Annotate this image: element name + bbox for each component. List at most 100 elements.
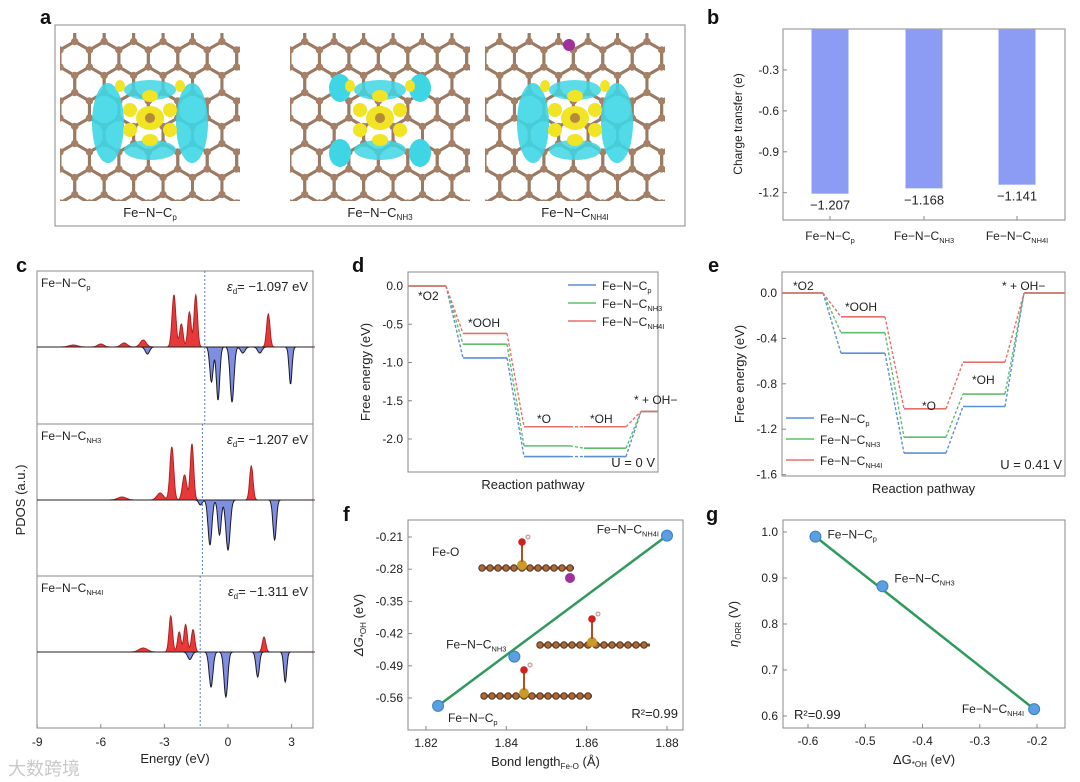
carbon-atom (510, 148, 519, 156)
carbon-atom (404, 199, 411, 201)
carbon-atom (536, 692, 544, 700)
carbon-atom (507, 72, 514, 79)
carbon-ring (456, 0, 485, 25)
carbon-atom (248, 89, 255, 96)
carbon-atom (86, 216, 93, 223)
y-axis-label-main: η (726, 640, 741, 647)
y-axis-label-subscript: *OH (359, 622, 368, 637)
x-axis-label: ΔG*OH (eV) (893, 752, 955, 769)
intermediate-label: *O (922, 399, 936, 413)
carbon-atom (434, 199, 441, 201)
carbon-atom (203, 46, 211, 54)
carbon-ring (290, 192, 319, 201)
structure-label-main: Fe−N−C (541, 205, 590, 220)
carbon-atom (437, 123, 444, 130)
carbon-atom (204, 216, 211, 223)
carbon-atom (558, 564, 566, 572)
fe-atom (517, 560, 527, 570)
iodine-atom (565, 573, 575, 583)
carbon-atom (540, 0, 547, 3)
carbon-atom (629, 12, 636, 19)
data-point (809, 530, 822, 543)
carbon-atom (27, 114, 34, 121)
carbon-atom (27, 216, 34, 223)
carbon-atom (658, 0, 665, 3)
carbon-atom (467, 72, 474, 79)
carbon-atom (233, 216, 240, 223)
carbon-atom (301, 242, 308, 249)
carbon-atom (702, 225, 709, 232)
carbon-atom (316, 250, 323, 257)
carbon-atom (481, 216, 488, 223)
carbon-ring (691, 144, 720, 178)
carbon-ring (485, 0, 514, 25)
carbon-atom (478, 242, 485, 249)
carbon-atom (478, 174, 485, 181)
charge-accumulation-lobe (163, 103, 177, 117)
carbon-atom (360, 190, 368, 199)
x-tick-label: 1.84 (495, 736, 519, 750)
carbon-atom (331, 242, 338, 249)
charge-accumulation-lobe (353, 103, 367, 117)
carbon-atom (248, 123, 255, 130)
epsilon-value: = −1.097 eV (237, 279, 308, 294)
charge-accumulation-lobe (175, 80, 185, 92)
carbon-atom (658, 0, 665, 3)
carbon-atom (174, 250, 181, 257)
carbon-atom (42, 242, 49, 249)
carbon-atom (552, 692, 560, 700)
y-tick-label: 1.0 (761, 525, 778, 539)
carbon-ring (603, 192, 632, 201)
carbon-atom (56, 0, 63, 3)
carbon-atom (272, 174, 279, 181)
carbon-atom (248, 174, 255, 181)
carbon-atom (60, 165, 64, 173)
carbon-atom (673, 123, 680, 130)
fe-atom (570, 113, 580, 123)
panel-label-g: g (706, 504, 718, 526)
carbon-atom (507, 191, 514, 198)
carbon-atom (242, 191, 249, 198)
carbon-ring (251, 118, 280, 152)
carbon-atom (688, 12, 695, 19)
carbon-atom (272, 38, 279, 45)
carbon-atom (292, 12, 299, 19)
carbon-atom (673, 72, 680, 79)
carbon-atom (599, 63, 607, 71)
y-tick-label: -1.6 (756, 468, 777, 482)
carbon-atom (488, 692, 496, 700)
carbon-atom (60, 63, 64, 71)
carbon-atom (145, 199, 152, 201)
carbon-atom (481, 216, 488, 223)
carbon-atom (702, 89, 709, 96)
carbon-atom (272, 89, 279, 96)
charge-depletion-lobe (601, 83, 633, 163)
carbon-atom (481, 12, 488, 19)
carbon-atom (263, 165, 270, 172)
carbon-atom (272, 191, 279, 198)
carbon-atom (100, 71, 108, 80)
carbon-atom (301, 190, 309, 199)
carbon-ring (104, 220, 133, 254)
carbon-atom (248, 174, 255, 181)
carbon-atom (316, 12, 323, 19)
y-tick-label: -0.3 (758, 63, 779, 77)
charge-accumulation-lobe (393, 103, 407, 117)
carbon-atom (404, 0, 411, 3)
carbon-ring (437, 192, 467, 201)
carbon-atom (525, 37, 533, 46)
carbon-atom (242, 242, 249, 249)
carbon-ring (235, 97, 240, 122)
carbon-atom (85, 97, 94, 105)
transition-connector (1004, 292, 1025, 395)
carbon-atom (189, 242, 196, 249)
carbon-atom (452, 216, 459, 223)
carbon-atom (71, 173, 79, 182)
carbon-atom (496, 242, 503, 249)
carbon-atom (673, 38, 680, 45)
carbon-atom (555, 242, 562, 249)
carbon-ring (647, 220, 676, 254)
carbon-atom (493, 148, 500, 155)
carbon-atom (71, 242, 78, 249)
carbon-atom (526, 564, 534, 572)
